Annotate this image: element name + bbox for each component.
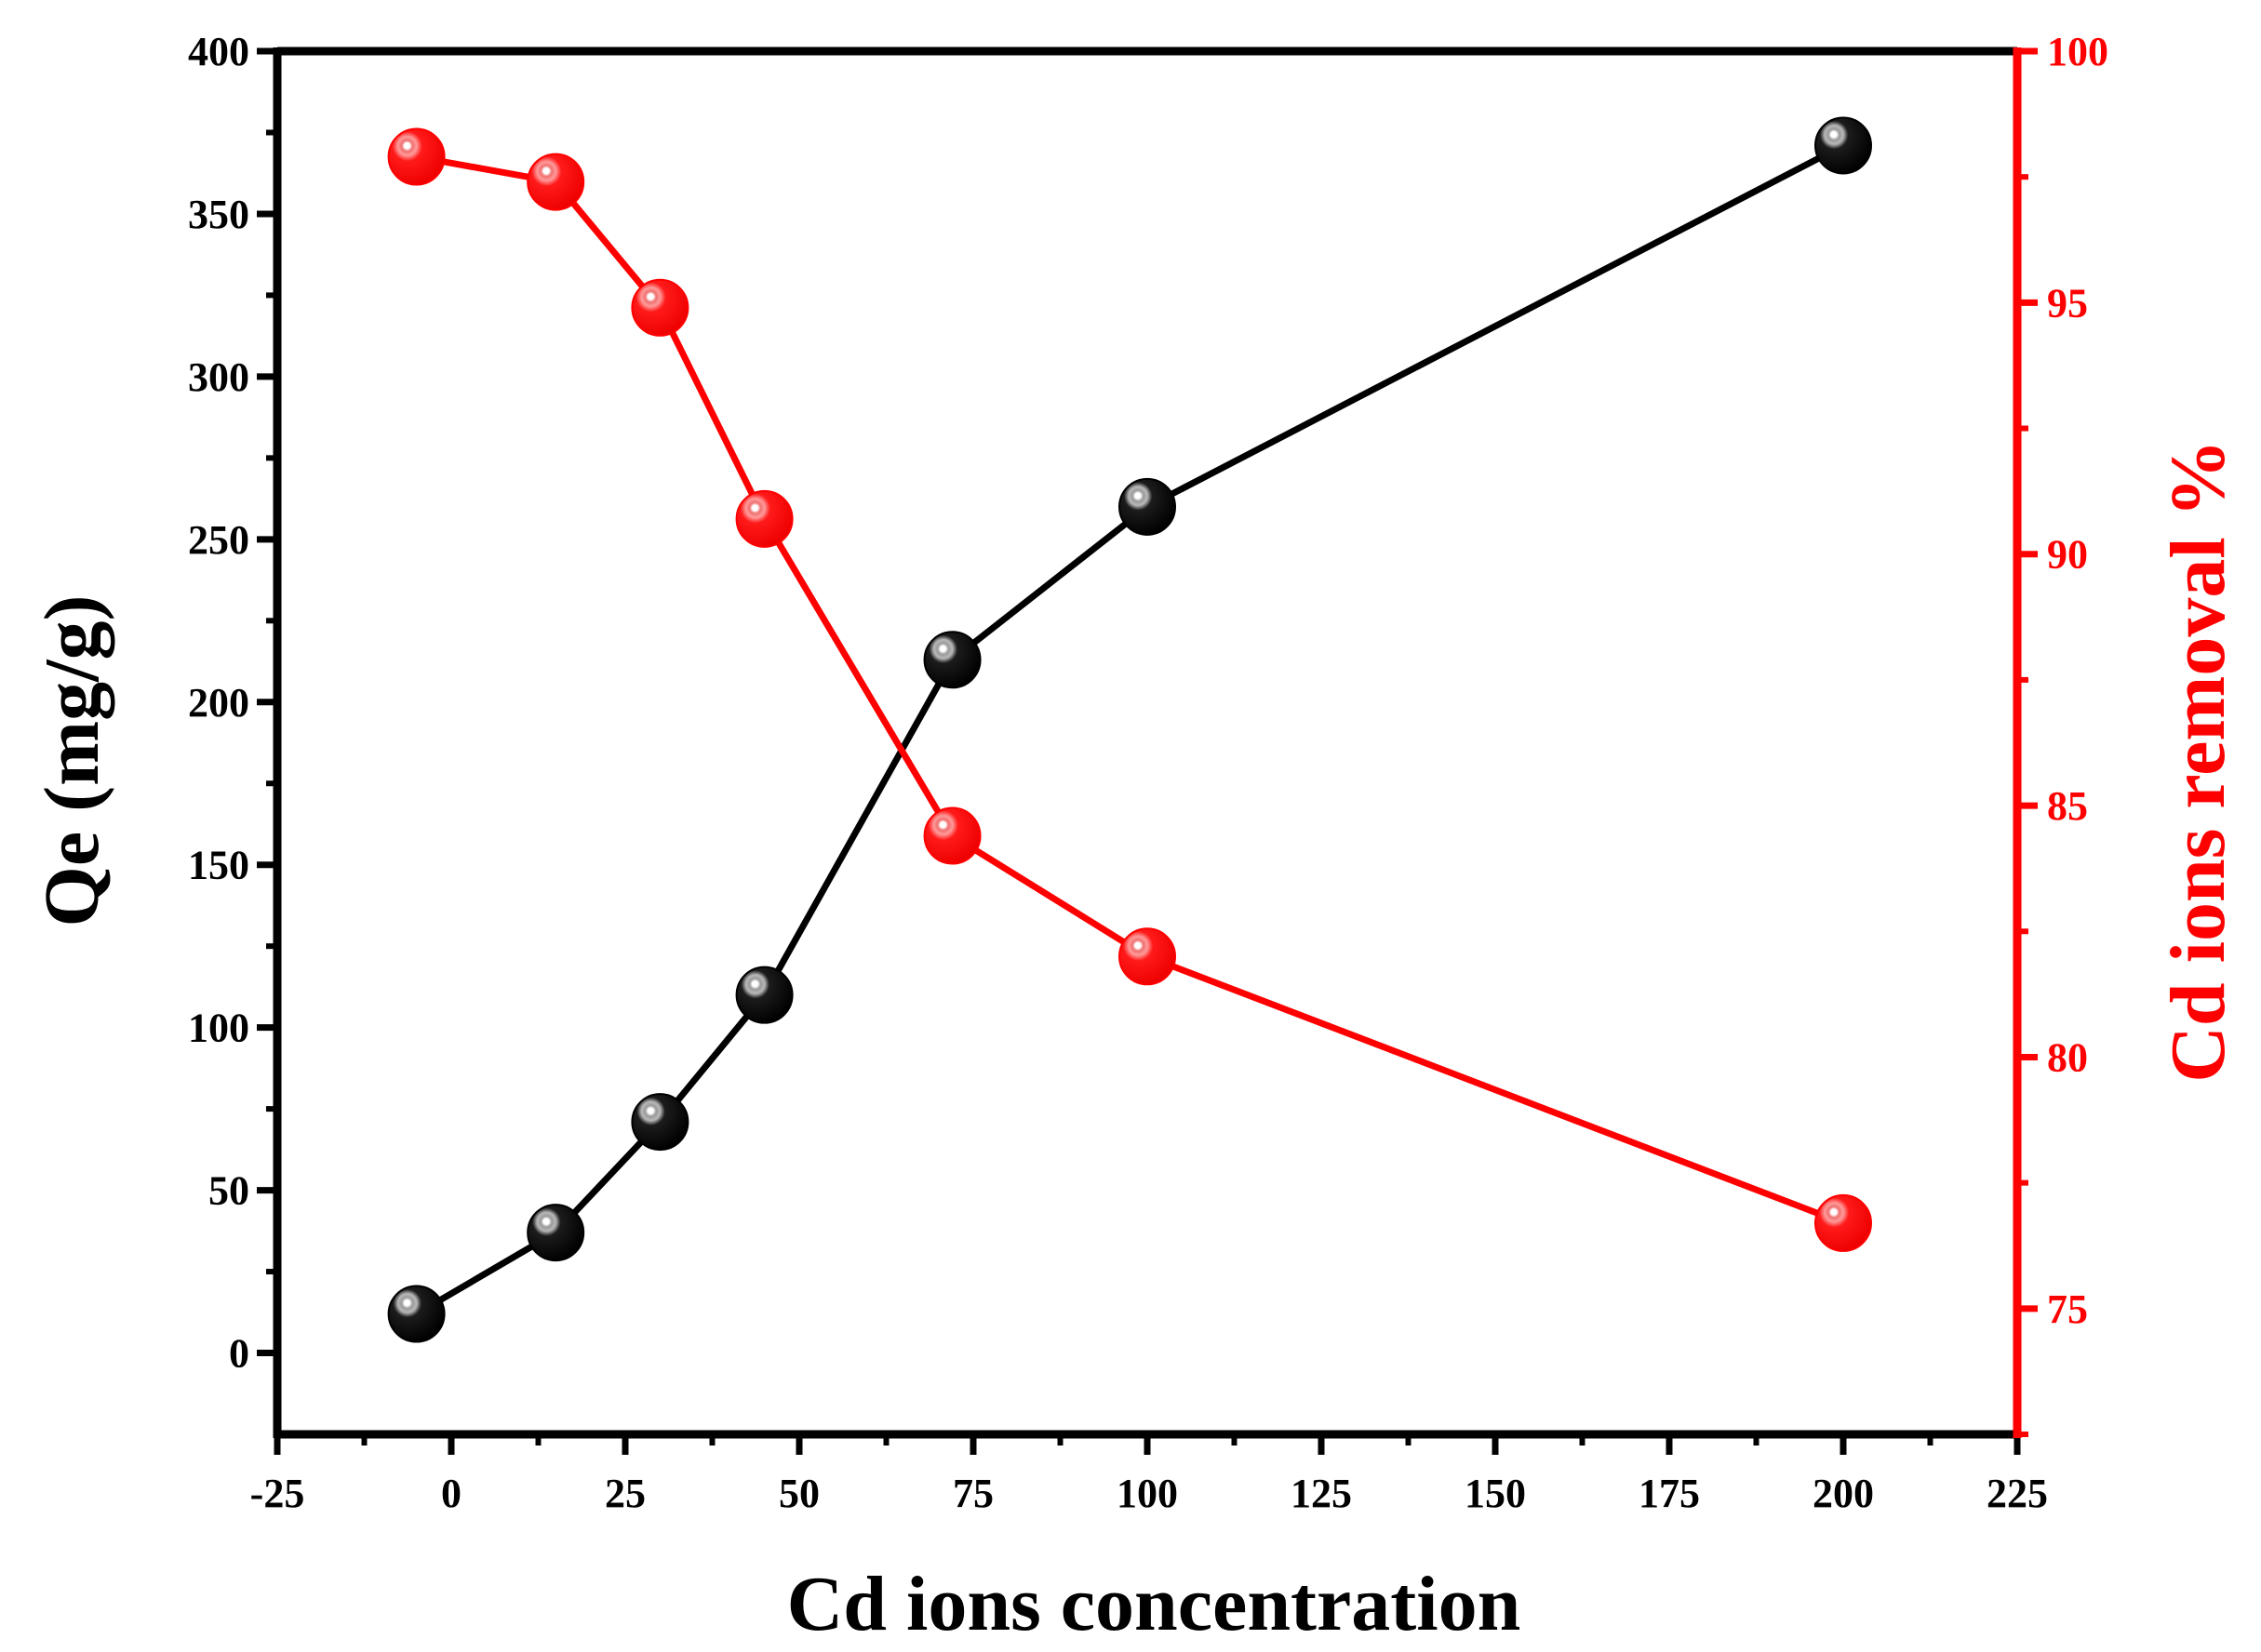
- x-tick-label: 75: [953, 1471, 994, 1516]
- y2-tick-label: 95: [2047, 280, 2088, 326]
- series-0-point-1: [527, 1204, 585, 1262]
- series-0-point-2: [631, 1093, 689, 1152]
- y-tick-label: 350: [188, 192, 249, 237]
- y2-tick-label: 100: [2047, 29, 2108, 74]
- series-1-point-6: [1814, 1193, 1872, 1252]
- x-tick-label: 225: [1987, 1471, 2048, 1516]
- y-tick-label: 0: [229, 1331, 249, 1377]
- x-tick-label: 25: [605, 1471, 646, 1516]
- plot-frame: [273, 47, 2022, 1439]
- x-tick-label: 125: [1291, 1471, 1352, 1516]
- series-0-point-6: [1814, 116, 1872, 175]
- series-1-point-1: [527, 153, 585, 211]
- x-tick-label: 150: [1465, 1471, 1526, 1516]
- y2-axis-title: Cd ions removal %: [2155, 439, 2241, 1082]
- y-tick-label: 250: [188, 517, 249, 563]
- y2-tick-label: 75: [2047, 1286, 2088, 1332]
- y2-tick-label: 85: [2047, 783, 2088, 829]
- x-tick-label: 200: [1813, 1471, 1874, 1516]
- x-tick-label: -25: [250, 1471, 305, 1516]
- series-0-point-0: [387, 1285, 446, 1343]
- y-tick-label: 400: [188, 29, 249, 74]
- series-1-point-4: [923, 806, 982, 865]
- y-tick-label: 300: [188, 354, 249, 400]
- series-layer: [387, 116, 1872, 1343]
- x-tick-label: 50: [779, 1471, 820, 1516]
- y-axis-title: Qe (mg/g): [29, 595, 115, 927]
- series-1-point-5: [1118, 927, 1176, 986]
- series-0-point-4: [923, 631, 982, 689]
- series-line-1: [415, 153, 1845, 1227]
- series-1-point-3: [735, 489, 794, 548]
- x-tick-label: 175: [1639, 1471, 1700, 1516]
- y-tick-label: 200: [188, 680, 249, 726]
- series-1-point-2: [631, 278, 689, 337]
- x-tick-label: 0: [441, 1471, 462, 1516]
- series-0-point-3: [735, 966, 794, 1024]
- y2-tick-label: 80: [2047, 1034, 2088, 1080]
- ticks-layer: 0501001502002503003504007580859095100-25…: [188, 29, 2108, 1516]
- y-tick-label: 150: [188, 843, 249, 888]
- series-0-point-5: [1118, 477, 1176, 536]
- series-1-point-0: [387, 127, 446, 186]
- y-tick-label: 100: [188, 1006, 249, 1051]
- x-axis-title: Cd ions concentration: [787, 1561, 1521, 1647]
- y-tick-label: 50: [208, 1168, 249, 1214]
- x-tick-label: 100: [1117, 1471, 1178, 1516]
- y2-tick-label: 90: [2047, 532, 2088, 578]
